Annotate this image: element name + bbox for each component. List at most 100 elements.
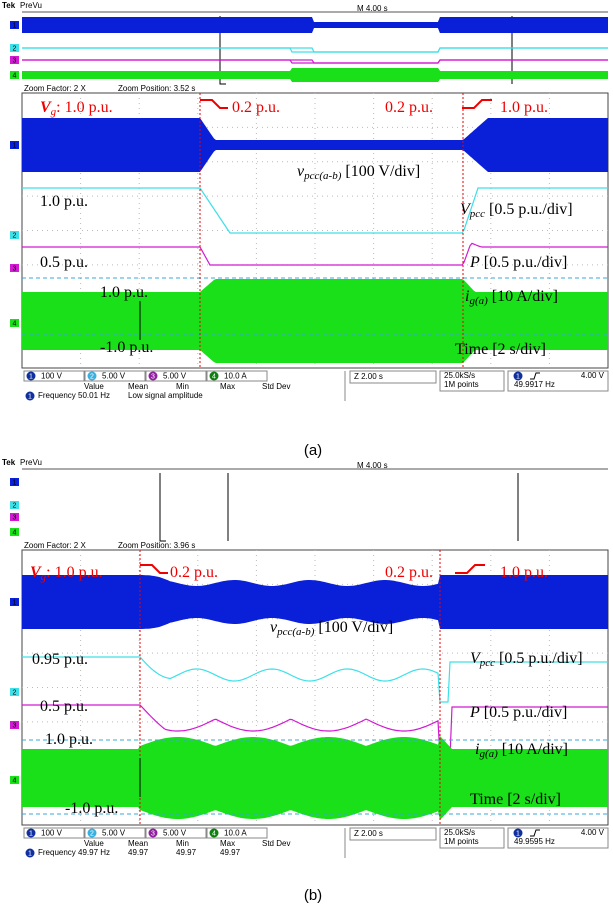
measure-cell: 49.97 Hz (78, 848, 110, 857)
measure-cell: 49.97 (128, 848, 149, 857)
channel-num: 4 (212, 830, 216, 837)
measure-header: Min (176, 382, 189, 391)
annotation-main: 0.2 p.u. (385, 99, 433, 116)
annotation-rest: [10 A/div] (488, 288, 558, 305)
overview-trace (22, 60, 608, 63)
annotation-main: 0.95 p.u. (32, 651, 88, 668)
channel-num: 1 (29, 830, 33, 837)
channel-num: 2 (90, 373, 94, 380)
channel-marker-label: 2 (13, 689, 17, 696)
channel-scale: 10.0 A (224, 829, 247, 838)
sample-rate: 25.0kS/s (444, 828, 475, 837)
measure-header: Std Dev (262, 382, 290, 391)
annotation: P [0.5 p.u./div] (469, 704, 567, 721)
channel-marker-label: 1 (13, 22, 17, 29)
record-length: 1M points (444, 380, 479, 389)
trigger-level: 4.00 V (581, 371, 605, 380)
channel-marker-label: 4 (13, 72, 17, 79)
channel-num: 4 (212, 373, 216, 380)
sample-rate: 25.0kS/s (444, 371, 475, 380)
caption: (b) (304, 887, 322, 904)
annotation-main: P (469, 704, 480, 721)
channel-scale: 5.00 V (163, 372, 187, 381)
annotation: 1.0 p.u. (45, 731, 93, 748)
channel-marker-label: 1 (13, 479, 17, 486)
annotation: -1.0 p.u. (100, 339, 153, 356)
annotation: 0.2 p.u. (385, 99, 433, 116)
channel-marker-label: 3 (13, 514, 17, 521)
measure-header: Max (220, 839, 235, 848)
annotation-rest: [100 V/div] (341, 163, 420, 180)
channel-marker-label: 4 (13, 529, 17, 536)
channel-scale: 100 V (41, 829, 63, 838)
annotation-sub: pcc (479, 657, 495, 669)
measure-cell: 50.01 Hz (78, 391, 110, 400)
measure-header: Min (176, 839, 189, 848)
annotation-main: Time [2 s/div] (470, 791, 561, 808)
annotation-sub: pcc (469, 208, 485, 220)
channel-marker-label: 4 (13, 777, 17, 784)
annotation-main: 0.5 p.u. (40, 698, 88, 715)
channel-marker-label: 1 (13, 599, 17, 606)
channel-marker-label: 2 (13, 232, 17, 239)
channel-num: 2 (90, 830, 94, 837)
annotation-main: 0.2 p.u. (170, 564, 218, 581)
record-length: 1M points (444, 837, 479, 846)
channel-scale: 5.00 V (102, 372, 126, 381)
annotation-rest: [0.5 p.u./div] (495, 650, 583, 667)
measure-header: Value (84, 839, 104, 848)
zoom-factor: Zoom Factor: 2 X (24, 84, 86, 93)
channel-marker-label: 1 (13, 142, 17, 149)
channel-scale: 5.00 V (163, 829, 187, 838)
zoom-position: Zoom Position: 3.52 s (118, 84, 195, 93)
channel-marker-label: 3 (13, 722, 17, 729)
annotation-rest: : 1.0 p.u. (56, 99, 112, 116)
annotation-rest: [100 V/div] (314, 619, 393, 636)
annotation-main: 1.0 p.u. (500, 564, 548, 581)
annotation-rest: [0.5 p.u./div] (480, 254, 568, 271)
zoom-scale: Z 2.00 s (354, 829, 383, 838)
zoom-position: Zoom Position: 3.96 s (118, 541, 195, 550)
annotation: 0.95 p.u. (32, 651, 88, 668)
annotation-rest: [0.5 p.u./div] (485, 201, 573, 218)
caption: (a) (304, 442, 322, 459)
annotation: Time [2 s/div] (455, 341, 546, 358)
annotation: 1.0 p.u. (40, 193, 88, 210)
annotation-main: 0.5 p.u. (40, 254, 88, 271)
annotation-main: 0.2 p.u. (232, 99, 280, 116)
annotation-main: P (469, 254, 480, 271)
annotation: 0.2 p.u. (170, 564, 218, 581)
measure-channel: 1 (28, 393, 32, 400)
measure-header: Mean (128, 382, 148, 391)
annotation-main: 1.0 p.u. (45, 731, 93, 748)
overview-trace (22, 48, 608, 52)
mode: PreVu (20, 1, 42, 10)
annotation: 1.0 p.u. (500, 564, 548, 581)
measure-cell: 49.97 (220, 848, 241, 857)
annotation-rest: : 1.0 p.u. (46, 564, 102, 581)
mode: PreVu (20, 458, 42, 467)
brand: Tek (2, 458, 16, 467)
annotation: 1.0 p.u. (500, 99, 548, 116)
overview-trace (22, 68, 608, 82)
trigger-level: 4.00 V (581, 828, 605, 837)
annotation: 0.2 p.u. (232, 99, 280, 116)
zoom-bracket (160, 473, 166, 541)
annotation-rest: [0.5 p.u./div] (480, 704, 568, 721)
annotation-main: 1.0 p.u. (500, 99, 548, 116)
annotation: 1.0 p.u. (100, 284, 148, 301)
annotation-sub: g(a) (469, 295, 488, 307)
annotation: Time [2 s/div] (470, 791, 561, 808)
measure-name: Frequency (38, 848, 76, 857)
annotation-main: -1.0 p.u. (100, 339, 153, 356)
annotation-sub: pcc(a-b) (276, 626, 315, 638)
measure-channel: 1 (28, 850, 32, 857)
annotation: -1.0 p.u. (65, 800, 118, 817)
annotation-sub: g(a) (479, 748, 498, 760)
channel-scale: 5.00 V (102, 829, 126, 838)
measure-name: Frequency (38, 391, 76, 400)
measure-cell: 49.97 (176, 848, 197, 857)
channel-marker-label: 3 (13, 265, 17, 272)
channel-num: 1 (29, 373, 33, 380)
zoom-factor: Zoom Factor: 2 X (24, 541, 86, 550)
